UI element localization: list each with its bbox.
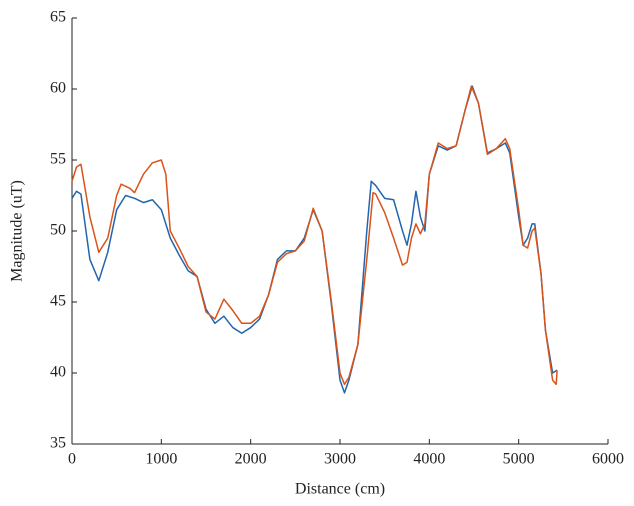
x-tick-label: 6000 [592,451,624,468]
y-tick-label: 60 [50,80,66,97]
line-series [71,85,558,386]
y-tick-label: 65 [50,9,66,26]
x-axis-label: Distance (cm) [295,481,385,498]
y-tick-label: 55 [50,151,66,168]
y-tick-label: 45 [50,293,66,310]
x-tick-label: 3000 [324,451,356,468]
line-series [71,85,558,394]
x-tick-label: 4000 [413,451,445,468]
y-tick-label: 35 [50,435,66,452]
x-tick-label: 0 [68,451,76,468]
x-tick-label: 1000 [145,451,177,468]
x-tick-label: 5000 [503,451,535,468]
y-axis-label: Magnitude (uT) [9,180,26,282]
x-tick-label: 2000 [235,451,267,468]
y-tick-label: 50 [50,222,66,239]
y-tick-label: 40 [50,364,66,381]
